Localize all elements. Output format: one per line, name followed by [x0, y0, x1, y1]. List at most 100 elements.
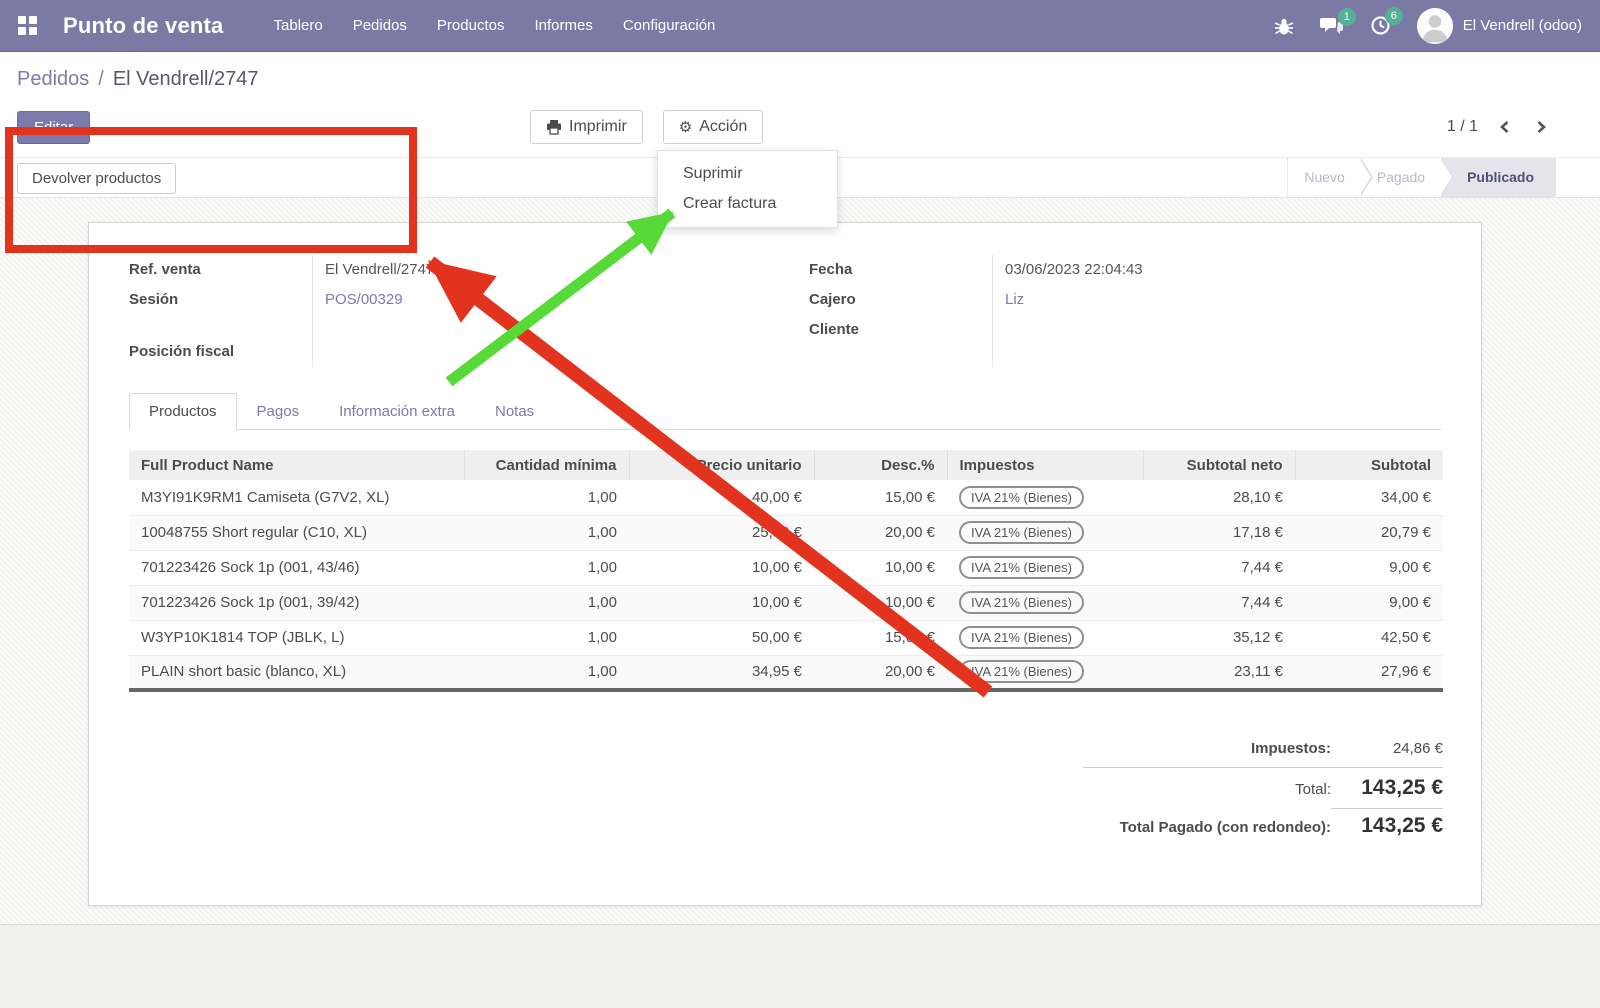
nav-menu-productos[interactable]: Productos: [437, 17, 505, 34]
subtotal-net-cell[interactable]: 7,44 €: [1143, 585, 1295, 620]
field-value-posicion-fiscal[interactable]: [325, 337, 785, 367]
column-header-full-product-name[interactable]: Full Product Name: [129, 450, 464, 480]
edit-button[interactable]: Editar: [17, 111, 90, 144]
column-header-cantidad-minima[interactable]: Cantidad mínima: [464, 450, 629, 480]
discount-cell[interactable]: 10,00 €: [814, 550, 947, 585]
order-line-row[interactable]: 10048755 Short regular (C10, XL)1,0025,9…: [129, 515, 1443, 550]
order-line-row[interactable]: 701223426 Sock 1p (001, 39/42)1,0010,00 …: [129, 585, 1443, 620]
action-label: Acción: [699, 118, 747, 136]
field-value-cajero[interactable]: Liz: [1005, 285, 1441, 315]
field-value-text-fecha: 03/06/2023 22:04:43: [1005, 261, 1143, 278]
total-paid-value: 143,25 €: [1331, 808, 1443, 838]
tab-informacion-extra[interactable]: Información extra: [319, 393, 475, 430]
tab-notas[interactable]: Notas: [475, 393, 554, 430]
column-header-impuestos[interactable]: Impuestos: [947, 450, 1143, 480]
form-background: Ref. ventaSesiónPosición fiscal El Vendr…: [0, 198, 1600, 924]
taxes-cell[interactable]: IVA 21% (Bienes): [947, 620, 1143, 655]
field-label-cajero: Cajero: [809, 285, 992, 315]
action-item-crear-factura[interactable]: Crear factura: [658, 189, 837, 219]
column-header-subtotal-neto[interactable]: Subtotal neto: [1143, 450, 1295, 480]
product-name-cell[interactable]: 10048755 Short regular (C10, XL): [129, 515, 464, 550]
return-products-button[interactable]: Devolver productos: [17, 163, 176, 194]
action-button[interactable]: ⚙ Acción: [663, 110, 763, 144]
subtotal-cell[interactable]: 9,00 €: [1295, 550, 1443, 585]
taxes-cell[interactable]: IVA 21% (Bienes): [947, 480, 1143, 515]
unit-price-cell[interactable]: 10,00 €: [629, 585, 814, 620]
print-button[interactable]: Imprimir: [530, 110, 643, 144]
discount-cell[interactable]: 10,00 €: [814, 585, 947, 620]
status-step-nuevo[interactable]: Nuevo: [1288, 158, 1360, 197]
nav-menu-configuracion[interactable]: Configuración: [623, 17, 716, 34]
product-name-cell[interactable]: W3YP10K1814 TOP (JBLK, L): [129, 620, 464, 655]
status-step-pagado[interactable]: Pagado: [1361, 158, 1441, 197]
subtotal-cell[interactable]: 42,50 €: [1295, 620, 1443, 655]
quantity-cell[interactable]: 1,00: [464, 655, 629, 690]
action-item-suprimir[interactable]: Suprimir: [658, 159, 837, 189]
column-header-precio-unitario[interactable]: Precio unitario: [629, 450, 814, 480]
taxes-cell[interactable]: IVA 21% (Bienes): [947, 550, 1143, 585]
discount-cell[interactable]: 15,00 €: [814, 480, 947, 515]
subtotal-cell[interactable]: 34,00 €: [1295, 480, 1443, 515]
subtotal-net-cell[interactable]: 28,10 €: [1143, 480, 1295, 515]
breadcrumb-parent[interactable]: Pedidos: [17, 68, 89, 91]
column-header-subtotal[interactable]: Subtotal: [1295, 450, 1443, 480]
total-paid-label: Total Pagado (con redondeo):: [1083, 819, 1331, 836]
order-line-row[interactable]: M3YI91K9RM1 Camiseta (G7V2, XL)1,0040,00…: [129, 480, 1443, 515]
taxes-cell[interactable]: IVA 21% (Bienes): [947, 655, 1143, 690]
tax-badge: IVA 21% (Bienes): [959, 660, 1084, 683]
unit-price-cell[interactable]: 34,95 €: [629, 655, 814, 690]
quantity-cell[interactable]: 1,00: [464, 550, 629, 585]
nav-menu-tablero[interactable]: Tablero: [274, 17, 323, 34]
discount-cell[interactable]: 15,00 €: [814, 620, 947, 655]
field-value-ref-venta[interactable]: El Vendrell/2747: [325, 255, 785, 285]
order-line-row[interactable]: 701223426 Sock 1p (001, 43/46)1,0010,00 …: [129, 550, 1443, 585]
order-line-row[interactable]: PLAIN short basic (blanco, XL)1,0034,95 …: [129, 655, 1443, 690]
field-value-cliente[interactable]: [1005, 315, 1441, 345]
status-step-publicado[interactable]: Publicado: [1441, 158, 1556, 197]
column-header-desc[interactable]: Desc.%: [814, 450, 947, 480]
subtotal-net-cell[interactable]: 7,44 €: [1143, 550, 1295, 585]
discount-cell[interactable]: 20,00 €: [814, 515, 947, 550]
product-name-cell[interactable]: 701223426 Sock 1p (001, 39/42): [129, 585, 464, 620]
field-value-fecha[interactable]: 03/06/2023 22:04:43: [1005, 255, 1441, 285]
discount-cell[interactable]: 20,00 €: [814, 655, 947, 690]
field-value-text-cajero[interactable]: Liz: [1005, 291, 1024, 308]
nav-menu-informes[interactable]: Informes: [534, 17, 592, 34]
unit-price-cell[interactable]: 40,00 €: [629, 480, 814, 515]
subtotal-net-cell[interactable]: 35,12 €: [1143, 620, 1295, 655]
subtotal-net-cell[interactable]: 23,11 €: [1143, 655, 1295, 690]
tab-pagos[interactable]: Pagos: [237, 393, 320, 430]
field-value-sesion[interactable]: POS/00329: [325, 285, 785, 315]
pager-previous-button[interactable]: [1496, 117, 1514, 137]
subtotal-cell[interactable]: 9,00 €: [1295, 585, 1443, 620]
tab-productos[interactable]: Productos: [129, 393, 237, 430]
unit-price-cell[interactable]: 25,99 €: [629, 515, 814, 550]
field-value-text-sesion[interactable]: POS/00329: [325, 291, 403, 308]
product-name-cell[interactable]: PLAIN short basic (blanco, XL): [129, 655, 464, 690]
bug-icon[interactable]: [1274, 16, 1294, 36]
pager-next-button[interactable]: [1532, 117, 1550, 137]
field-label-text-ref-venta: Ref. venta: [129, 261, 201, 278]
unit-price-cell[interactable]: 50,00 €: [629, 620, 814, 655]
messages-icon[interactable]: 1: [1320, 16, 1344, 36]
subtotal-cell[interactable]: 27,96 €: [1295, 655, 1443, 690]
product-name-cell[interactable]: M3YI91K9RM1 Camiseta (G7V2, XL): [129, 480, 464, 515]
taxes-cell[interactable]: IVA 21% (Bienes): [947, 515, 1143, 550]
quantity-cell[interactable]: 1,00: [464, 515, 629, 550]
subtotal-net-cell[interactable]: 17,18 €: [1143, 515, 1295, 550]
order-fields: Ref. ventaSesiónPosición fiscal El Vendr…: [129, 255, 1441, 367]
user-menu[interactable]: El Vendrell (odoo): [1417, 8, 1582, 44]
field-label-cliente: Cliente: [809, 315, 992, 345]
activities-clock-icon[interactable]: 6: [1370, 15, 1391, 36]
quantity-cell[interactable]: 1,00: [464, 585, 629, 620]
quantity-cell[interactable]: 1,00: [464, 480, 629, 515]
unit-price-cell[interactable]: 10,00 €: [629, 550, 814, 585]
app-name[interactable]: Punto de venta: [63, 13, 224, 39]
apps-grid-icon[interactable]: [18, 16, 37, 35]
subtotal-cell[interactable]: 20,79 €: [1295, 515, 1443, 550]
order-line-row[interactable]: W3YP10K1814 TOP (JBLK, L)1,0050,00 €15,0…: [129, 620, 1443, 655]
nav-menu-pedidos[interactable]: Pedidos: [353, 17, 407, 34]
taxes-cell[interactable]: IVA 21% (Bienes): [947, 585, 1143, 620]
quantity-cell[interactable]: 1,00: [464, 620, 629, 655]
product-name-cell[interactable]: 701223426 Sock 1p (001, 43/46): [129, 550, 464, 585]
